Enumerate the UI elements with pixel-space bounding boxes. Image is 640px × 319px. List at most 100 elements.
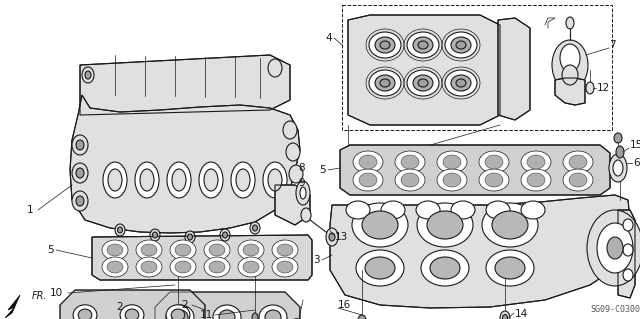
- Text: 2: 2: [182, 300, 188, 310]
- Ellipse shape: [120, 305, 144, 319]
- Ellipse shape: [136, 257, 162, 277]
- Ellipse shape: [346, 201, 370, 219]
- Ellipse shape: [607, 237, 623, 259]
- Ellipse shape: [451, 37, 471, 53]
- Text: 9: 9: [298, 178, 305, 188]
- Ellipse shape: [301, 208, 311, 222]
- Polygon shape: [5, 295, 20, 318]
- Text: 11: 11: [200, 310, 213, 319]
- Ellipse shape: [421, 250, 469, 286]
- Ellipse shape: [375, 75, 395, 91]
- Ellipse shape: [250, 222, 260, 234]
- Polygon shape: [92, 235, 312, 280]
- Ellipse shape: [479, 169, 509, 191]
- Ellipse shape: [418, 79, 428, 87]
- Ellipse shape: [623, 269, 633, 281]
- Polygon shape: [80, 55, 290, 115]
- Ellipse shape: [167, 162, 191, 198]
- Ellipse shape: [486, 201, 510, 219]
- Ellipse shape: [204, 169, 218, 191]
- Ellipse shape: [427, 211, 463, 239]
- Ellipse shape: [72, 191, 88, 211]
- Ellipse shape: [358, 315, 366, 319]
- Ellipse shape: [563, 151, 593, 173]
- Ellipse shape: [413, 37, 433, 53]
- Ellipse shape: [220, 229, 230, 241]
- Ellipse shape: [451, 201, 475, 219]
- Ellipse shape: [175, 261, 191, 273]
- Text: 8: 8: [292, 318, 299, 319]
- Ellipse shape: [597, 223, 633, 273]
- Ellipse shape: [125, 309, 139, 319]
- Polygon shape: [555, 78, 585, 105]
- Ellipse shape: [170, 240, 196, 260]
- Text: 5: 5: [319, 165, 326, 175]
- Ellipse shape: [485, 155, 503, 169]
- Ellipse shape: [356, 250, 404, 286]
- Ellipse shape: [407, 32, 439, 58]
- Ellipse shape: [243, 244, 259, 256]
- Ellipse shape: [140, 169, 154, 191]
- Ellipse shape: [569, 155, 587, 169]
- Ellipse shape: [199, 162, 223, 198]
- Ellipse shape: [456, 41, 466, 49]
- Ellipse shape: [614, 133, 622, 143]
- Text: SG09-C0300: SG09-C0300: [590, 306, 640, 315]
- Ellipse shape: [268, 59, 282, 77]
- Ellipse shape: [286, 143, 300, 161]
- Ellipse shape: [76, 168, 84, 178]
- Ellipse shape: [238, 257, 264, 277]
- Ellipse shape: [502, 315, 508, 319]
- Ellipse shape: [209, 261, 225, 273]
- Ellipse shape: [115, 224, 125, 236]
- Ellipse shape: [152, 232, 157, 238]
- Text: 15: 15: [630, 140, 640, 150]
- Ellipse shape: [72, 163, 88, 183]
- Ellipse shape: [85, 71, 91, 79]
- Ellipse shape: [623, 244, 633, 256]
- Ellipse shape: [175, 310, 181, 319]
- Ellipse shape: [560, 44, 580, 72]
- Ellipse shape: [485, 173, 503, 187]
- Ellipse shape: [479, 151, 509, 173]
- Polygon shape: [70, 95, 300, 233]
- Ellipse shape: [413, 75, 433, 91]
- Text: 6: 6: [633, 158, 639, 168]
- Ellipse shape: [204, 257, 230, 277]
- Ellipse shape: [587, 210, 640, 286]
- Ellipse shape: [102, 240, 128, 260]
- Ellipse shape: [430, 257, 460, 279]
- Ellipse shape: [72, 135, 88, 155]
- Ellipse shape: [521, 169, 551, 191]
- Ellipse shape: [289, 165, 303, 183]
- Ellipse shape: [272, 257, 298, 277]
- Ellipse shape: [231, 162, 255, 198]
- Ellipse shape: [527, 155, 545, 169]
- Ellipse shape: [401, 155, 419, 169]
- Ellipse shape: [407, 70, 439, 96]
- Ellipse shape: [150, 229, 160, 241]
- Ellipse shape: [78, 309, 92, 319]
- Text: 4: 4: [325, 33, 332, 43]
- Ellipse shape: [277, 261, 293, 273]
- Ellipse shape: [352, 203, 408, 247]
- Ellipse shape: [359, 173, 377, 187]
- Ellipse shape: [204, 240, 230, 260]
- Ellipse shape: [418, 41, 428, 49]
- Ellipse shape: [552, 40, 588, 90]
- Ellipse shape: [451, 75, 471, 91]
- Ellipse shape: [135, 162, 159, 198]
- Ellipse shape: [141, 244, 157, 256]
- Ellipse shape: [482, 203, 538, 247]
- Ellipse shape: [359, 155, 377, 169]
- Ellipse shape: [170, 257, 196, 277]
- Ellipse shape: [188, 234, 193, 240]
- Polygon shape: [330, 195, 630, 308]
- Ellipse shape: [268, 169, 282, 191]
- Text: 16: 16: [338, 300, 351, 310]
- Ellipse shape: [495, 257, 525, 279]
- Text: 7: 7: [609, 40, 616, 50]
- Ellipse shape: [175, 244, 191, 256]
- Ellipse shape: [172, 169, 186, 191]
- Polygon shape: [275, 185, 310, 225]
